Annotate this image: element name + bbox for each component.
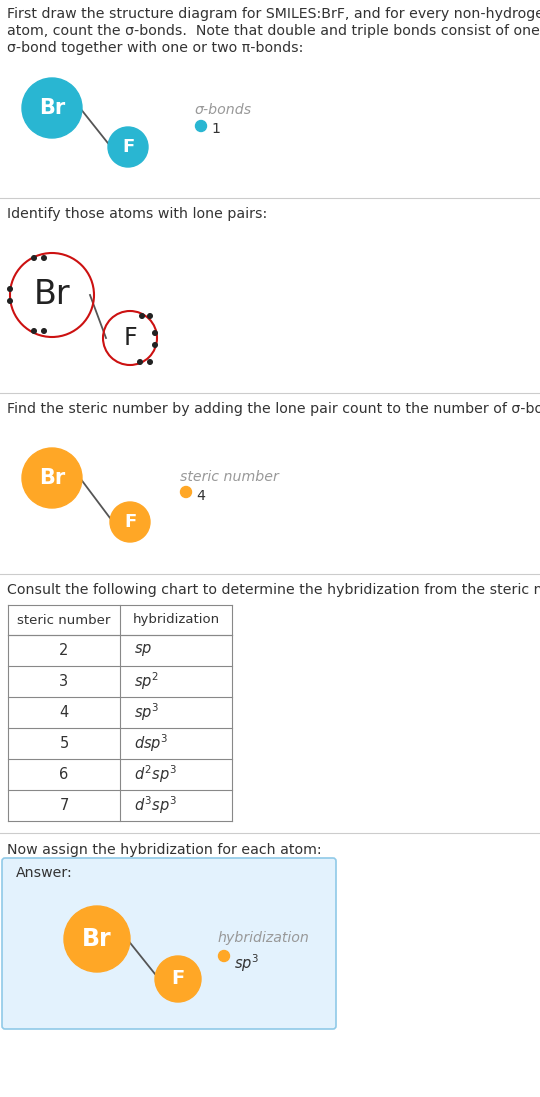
Text: 3: 3: [59, 674, 69, 689]
Circle shape: [8, 286, 12, 292]
Text: $\mathit{dsp}^{3}$: $\mathit{dsp}^{3}$: [134, 733, 168, 755]
FancyBboxPatch shape: [2, 858, 336, 1029]
Circle shape: [148, 360, 152, 364]
Circle shape: [42, 256, 46, 260]
Text: First draw the structure diagram for SMILES:BrF, and for every non-hydrogen: First draw the structure diagram for SMI…: [7, 7, 540, 21]
Text: Br: Br: [82, 927, 112, 951]
Text: Br: Br: [33, 279, 70, 312]
Text: $\mathit{sp}^{2}$: $\mathit{sp}^{2}$: [134, 670, 159, 692]
Circle shape: [153, 330, 157, 336]
Text: σ-bonds: σ-bonds: [195, 103, 252, 117]
Text: F: F: [124, 513, 136, 531]
Circle shape: [32, 329, 36, 333]
Circle shape: [155, 955, 201, 1002]
Text: 5: 5: [59, 736, 69, 751]
Circle shape: [219, 950, 230, 961]
Text: Br: Br: [39, 98, 65, 118]
Text: 1: 1: [211, 122, 220, 136]
Text: Answer:: Answer:: [16, 866, 73, 880]
Text: atom, count the σ-bonds.  Note that double and triple bonds consist of one: atom, count the σ-bonds. Note that doubl…: [7, 24, 540, 38]
Text: hybridization: hybridization: [132, 613, 220, 626]
Circle shape: [153, 342, 157, 348]
Circle shape: [64, 906, 130, 972]
Text: $\mathit{sp}^{3}$: $\mathit{sp}^{3}$: [234, 952, 259, 974]
Circle shape: [108, 127, 148, 167]
Text: 6: 6: [59, 767, 69, 782]
Text: 4: 4: [196, 489, 205, 504]
Text: Now assign the hybridization for each atom:: Now assign the hybridization for each at…: [7, 842, 322, 857]
Circle shape: [195, 121, 206, 132]
Circle shape: [138, 360, 143, 364]
Text: hybridization: hybridization: [218, 931, 310, 945]
Circle shape: [140, 314, 144, 318]
Circle shape: [8, 298, 12, 303]
Text: 7: 7: [59, 798, 69, 813]
Text: Br: Br: [39, 468, 65, 488]
Text: F: F: [123, 326, 137, 350]
Text: 2: 2: [59, 643, 69, 658]
Text: $\mathit{sp}$: $\mathit{sp}$: [134, 643, 152, 658]
Circle shape: [180, 486, 192, 498]
Text: Find the steric number by adding the lone pair count to the number of σ-bonds:: Find the steric number by adding the lon…: [7, 402, 540, 416]
Text: steric number: steric number: [17, 613, 111, 626]
Circle shape: [110, 502, 150, 542]
Text: Identify those atoms with lone pairs:: Identify those atoms with lone pairs:: [7, 207, 267, 220]
Circle shape: [148, 314, 152, 318]
Text: 4: 4: [59, 705, 69, 720]
Text: σ-bond together with one or two π-bonds:: σ-bond together with one or two π-bonds:: [7, 41, 303, 55]
Text: $\mathit{d}^{3}\mathit{sp}^{3}$: $\mathit{d}^{3}\mathit{sp}^{3}$: [134, 794, 177, 816]
Text: $\mathit{d}^{2}\mathit{sp}^{3}$: $\mathit{d}^{2}\mathit{sp}^{3}$: [134, 764, 177, 785]
Text: F: F: [122, 138, 134, 156]
Circle shape: [42, 329, 46, 333]
Text: F: F: [171, 970, 185, 988]
Text: $\mathit{sp}^{3}$: $\mathit{sp}^{3}$: [134, 702, 159, 723]
Text: steric number: steric number: [180, 470, 279, 484]
Text: Consult the following chart to determine the hybridization from the steric numbe: Consult the following chart to determine…: [7, 583, 540, 597]
Circle shape: [22, 448, 82, 508]
Circle shape: [22, 78, 82, 138]
Circle shape: [32, 256, 36, 260]
